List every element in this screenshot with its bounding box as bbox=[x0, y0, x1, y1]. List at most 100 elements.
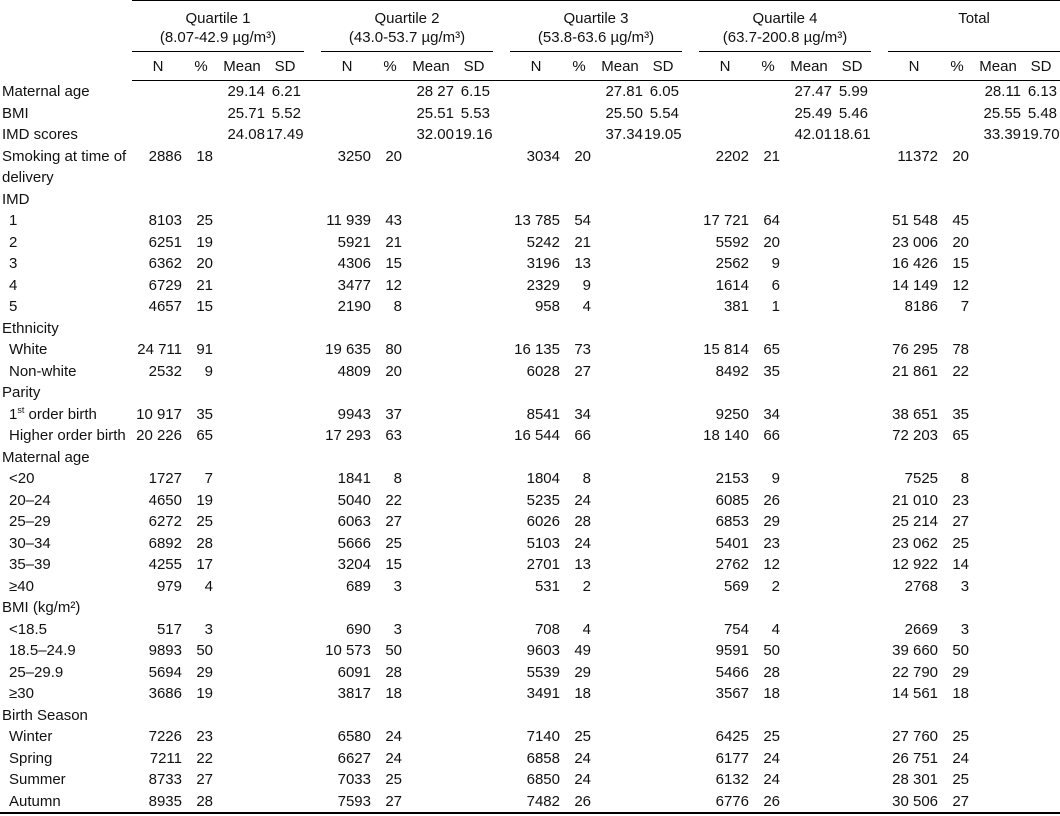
cell-pct bbox=[373, 124, 407, 146]
column-gap bbox=[493, 361, 510, 383]
table-row: Spring 7211 22 6627 24 6858 24 6177 24 26 751 24 bbox=[0, 748, 1060, 770]
column-gap bbox=[682, 275, 699, 297]
row-label: Higher order birth bbox=[9, 427, 126, 444]
cell-sd bbox=[833, 490, 871, 512]
column-gap bbox=[304, 296, 321, 318]
cell-n bbox=[510, 382, 562, 404]
cell-pct: 20 bbox=[574, 147, 591, 165]
cell-mean bbox=[596, 576, 644, 598]
cell-sd bbox=[266, 576, 304, 598]
column-gap bbox=[304, 640, 321, 662]
cell-sd bbox=[833, 554, 871, 576]
column-gap bbox=[304, 404, 321, 426]
cell-mean bbox=[218, 339, 266, 361]
cell-mean bbox=[785, 210, 833, 232]
column-gap bbox=[304, 275, 321, 297]
cell-sd bbox=[644, 533, 682, 555]
cell-sd bbox=[644, 726, 682, 748]
cell-mean bbox=[974, 318, 1022, 340]
column-gap bbox=[682, 490, 699, 512]
cell-pct bbox=[373, 705, 407, 727]
column-gap bbox=[493, 640, 510, 662]
cell-pct: 15 bbox=[952, 255, 970, 272]
cell-mean bbox=[407, 640, 455, 662]
cell-mean bbox=[785, 576, 833, 598]
cell-mean bbox=[596, 425, 644, 447]
cell-pct: 25 bbox=[385, 771, 402, 788]
group-name: Quartile 3 bbox=[563, 10, 629, 27]
cell-n bbox=[321, 318, 373, 340]
table-row: White 24 711 91 19 635 80 16 135 73 15 814 65 76 … bbox=[0, 339, 1060, 361]
cell-n bbox=[699, 103, 751, 125]
cell-mean: 24.08 bbox=[227, 126, 265, 143]
cell-n: 2153 bbox=[715, 470, 749, 487]
cell-pct: 20 bbox=[196, 255, 213, 272]
section-row: Birth Season bbox=[0, 705, 1060, 727]
cell-mean bbox=[407, 382, 455, 404]
cell-mean bbox=[218, 576, 266, 598]
column-gap bbox=[682, 189, 699, 211]
column-gap bbox=[304, 425, 321, 447]
cell-mean bbox=[974, 339, 1022, 361]
row-label: 1st order birth bbox=[9, 404, 97, 423]
cell-pct bbox=[940, 124, 974, 146]
cell-mean bbox=[596, 726, 644, 748]
cell-sd bbox=[455, 683, 493, 705]
cell-sd bbox=[455, 791, 493, 814]
cell-sd bbox=[833, 769, 871, 791]
cell-pct: 43 bbox=[385, 212, 402, 229]
cell-sd bbox=[1022, 511, 1060, 533]
cell-pct: 28 bbox=[196, 792, 213, 810]
column-gap bbox=[871, 683, 888, 705]
cell-sd bbox=[266, 447, 304, 469]
cell-n: 20 226 bbox=[136, 427, 182, 444]
cell-sd bbox=[644, 275, 682, 297]
cell-n: 958 bbox=[534, 298, 560, 315]
cell-n bbox=[132, 124, 184, 146]
cell-pct bbox=[184, 103, 218, 125]
cell-sd bbox=[644, 404, 682, 426]
cell-mean bbox=[974, 791, 1022, 814]
table-row: 25–29.9 5694 29 6091 28 5539 29 5466 28 22 790 29 bbox=[0, 662, 1060, 684]
cell-n: 5592 bbox=[715, 233, 749, 251]
cell-pct: 35 bbox=[952, 405, 970, 423]
cell-sd bbox=[266, 490, 304, 512]
group-name: Quartile 1 bbox=[185, 10, 251, 27]
cell-mean bbox=[407, 275, 455, 297]
group-header-row: Quartile 1 (8.07-42.9 µg/m³) Quartile 2 … bbox=[0, 0, 1060, 52]
cell-pct: 20 bbox=[385, 147, 402, 165]
section-label: Maternal age bbox=[2, 448, 90, 466]
cell-sd: 5.53 bbox=[460, 104, 490, 122]
cell-mean bbox=[407, 189, 455, 211]
cell-pct: 14 bbox=[952, 556, 970, 573]
cell-mean bbox=[596, 533, 644, 555]
cell-pct bbox=[940, 103, 974, 125]
row-label: 30–34 bbox=[9, 534, 51, 552]
cell-mean: 42.01 bbox=[794, 126, 832, 143]
cell-mean bbox=[218, 705, 266, 727]
cell-sd bbox=[644, 597, 682, 619]
cell-mean bbox=[407, 253, 455, 275]
column-header-row: N % Mean SD N % Mean SD N % Mean SD N % … bbox=[0, 51, 1060, 81]
cell-sd bbox=[644, 318, 682, 340]
cell-sd bbox=[455, 726, 493, 748]
cell-mean bbox=[785, 318, 833, 340]
cell-pct: 24 bbox=[952, 749, 970, 767]
column-gap bbox=[304, 468, 321, 490]
section-label: Birth Season bbox=[2, 706, 88, 724]
cell-mean bbox=[785, 619, 833, 641]
cell-mean bbox=[785, 683, 833, 705]
cell-n: 7211 bbox=[149, 749, 182, 767]
column-gap bbox=[304, 318, 321, 340]
cell-n: 16 426 bbox=[892, 255, 939, 272]
cell-mean bbox=[407, 683, 455, 705]
cell-mean bbox=[407, 597, 455, 619]
cell-sd bbox=[644, 576, 682, 598]
cell-n: 6729 bbox=[148, 276, 182, 294]
cell-n: 1614 bbox=[715, 276, 749, 294]
cell-sd bbox=[833, 339, 871, 361]
row-label: IMD scores bbox=[2, 126, 78, 143]
cell-mean: 37.34 bbox=[605, 126, 643, 143]
row-label: Summer bbox=[9, 771, 66, 788]
cell-n: 6362 bbox=[148, 255, 182, 272]
